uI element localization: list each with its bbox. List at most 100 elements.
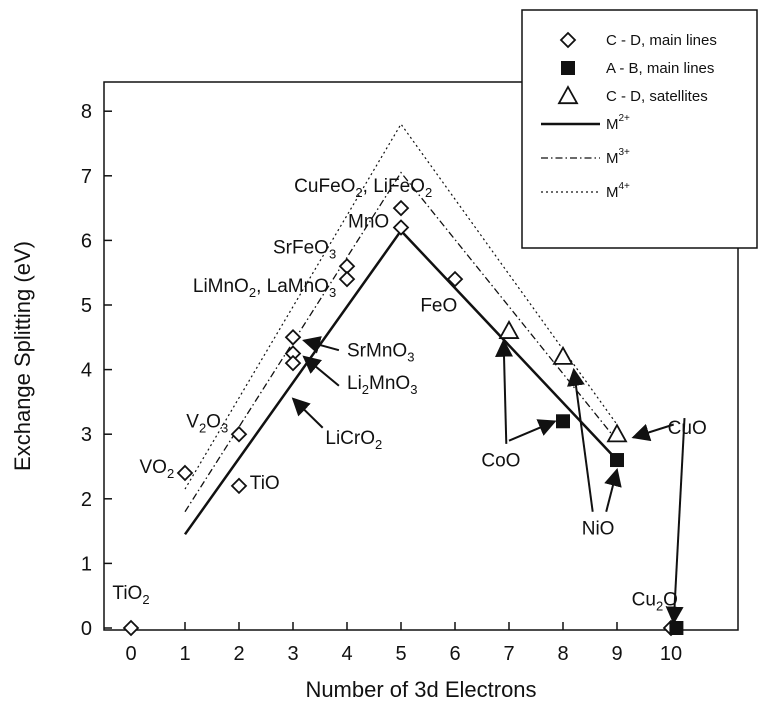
legend-label: C - D, satellites [606,88,708,105]
cd-satellite-point [498,319,520,339]
compound-label: SrFeO3 [273,237,336,261]
line-m3 [184,171,618,513]
compound-label: FeO [420,295,457,316]
x-tick-label: 4 [341,643,352,665]
cd-main-point [284,329,302,346]
compound-label: TiO2 [112,583,149,607]
legend-label-base: M [606,116,619,133]
legend-diamond-marker [559,31,577,49]
y-tick-label: 5 [81,295,92,317]
legend-label-base: M [606,184,619,201]
label-text: V [186,412,199,433]
compound-label: CuO [668,418,707,439]
y-tick-label: 2 [81,489,92,511]
x-tick-label: 1 [179,643,190,665]
label-text: SrMnO [347,341,407,362]
label-text: VO [140,457,167,478]
compound-label: LiCrO2 [325,428,382,452]
cd-main-point [230,425,248,443]
subscript: 2 [375,437,382,452]
x-tick-label: 3 [287,643,298,665]
label-text: CuFeO [294,176,355,197]
label-text: , LiFeO [363,176,425,197]
label-text: MnO [369,373,410,394]
x-axis: 0 1 2 3 4 5 6 7 8 9 10 [125,622,682,665]
annotation-arrow [665,417,686,625]
annotation-arrow [567,367,594,512]
legend-label: A - B, main lines [606,60,714,77]
cd-satellite-point [606,423,628,443]
cd-main-point [122,619,140,637]
annotation-arrow [508,419,557,442]
compound-label: V2O3 [186,412,228,436]
label-text: Cu [632,589,656,610]
x-tick-label: 10 [660,643,682,665]
annotation-arrows [291,336,686,625]
compound-label: Li2MnO3 [347,373,417,397]
y-axis: 0 1 2 3 4 5 6 7 8 [81,101,112,640]
compound-label: TiO [250,473,280,494]
label-text: LiCrO [325,428,375,449]
y-tick-label: 7 [81,166,92,188]
legend-triangle-marker [557,85,579,105]
subscript: 2 [199,421,206,436]
y-tick-label: 0 [81,618,92,640]
ab-main-point [556,414,570,429]
legend-label-base: M [606,150,619,167]
annotation-arrow [302,355,340,387]
x-tick-label: 5 [395,643,406,665]
ab-main-point [669,621,684,635]
legend-label: M4+ [606,181,630,201]
subscript: 3 [407,350,414,365]
compound-label: VO2 [140,457,175,481]
label-text: Li [347,373,362,394]
x-tick-label: 6 [449,643,460,665]
annotation-arrow [604,467,622,512]
label-text: SrFeO [273,237,329,258]
y-tick-label: 4 [81,360,92,382]
cd-satellite-point [552,345,574,365]
cd-main-point [230,477,248,495]
subscript: 2 [142,592,149,607]
compound-label: CoO [481,451,520,472]
x-tick-label: 7 [503,643,514,665]
compound-label: NiO [582,518,615,539]
subscript: 3 [329,246,336,261]
subscript: 2 [656,598,663,613]
cd-main-point [284,354,302,372]
label-text: TiO [112,583,142,604]
annotation-arrow [631,423,675,442]
legend-label-sup: 2+ [619,113,631,124]
legend-label-sup: 3+ [619,147,631,158]
legend-box [521,9,758,249]
x-tick-label: 0 [125,643,136,665]
subscript: 3 [329,285,336,300]
subscript: 2 [362,382,369,397]
cd-main-point [338,270,356,288]
cd-main-point [392,219,410,236]
label-text: , LaMnO [256,276,329,297]
y-tick-label: 1 [81,553,92,575]
legend-label: C - D, main lines [606,32,717,49]
compound-label: LiMnO2, LaMnO3 [193,276,336,300]
legend-label-sup: 4+ [619,181,631,192]
compound-label: CuFeO2, LiFeO2 [294,176,432,200]
annotation-arrow [495,338,514,444]
y-tick-label: 6 [81,230,92,252]
label-text: O [206,412,221,433]
compound-labels: TiO2VO2V2O3TiOSrMnO3Li2MnO3LiCrO2LiMnO2,… [112,176,706,613]
cd-main-point [446,270,464,288]
subscript: 3 [410,382,417,397]
x-tick-label: 2 [233,643,244,665]
y-axis-title: Exchange Splitting (eV) [10,241,35,471]
legend-label: M3+ [606,147,630,167]
legend: C - D, main lines A - B, main lines C - D,… [521,9,758,249]
compound-label: MnO [348,211,389,232]
data-points [122,199,684,637]
x-tick-label: 9 [611,643,622,665]
annotation-arrow [291,397,324,429]
subscript: 2 [425,185,432,200]
subscript: 2 [167,466,174,481]
x-axis-title: Number of 3d Electrons [305,677,536,702]
